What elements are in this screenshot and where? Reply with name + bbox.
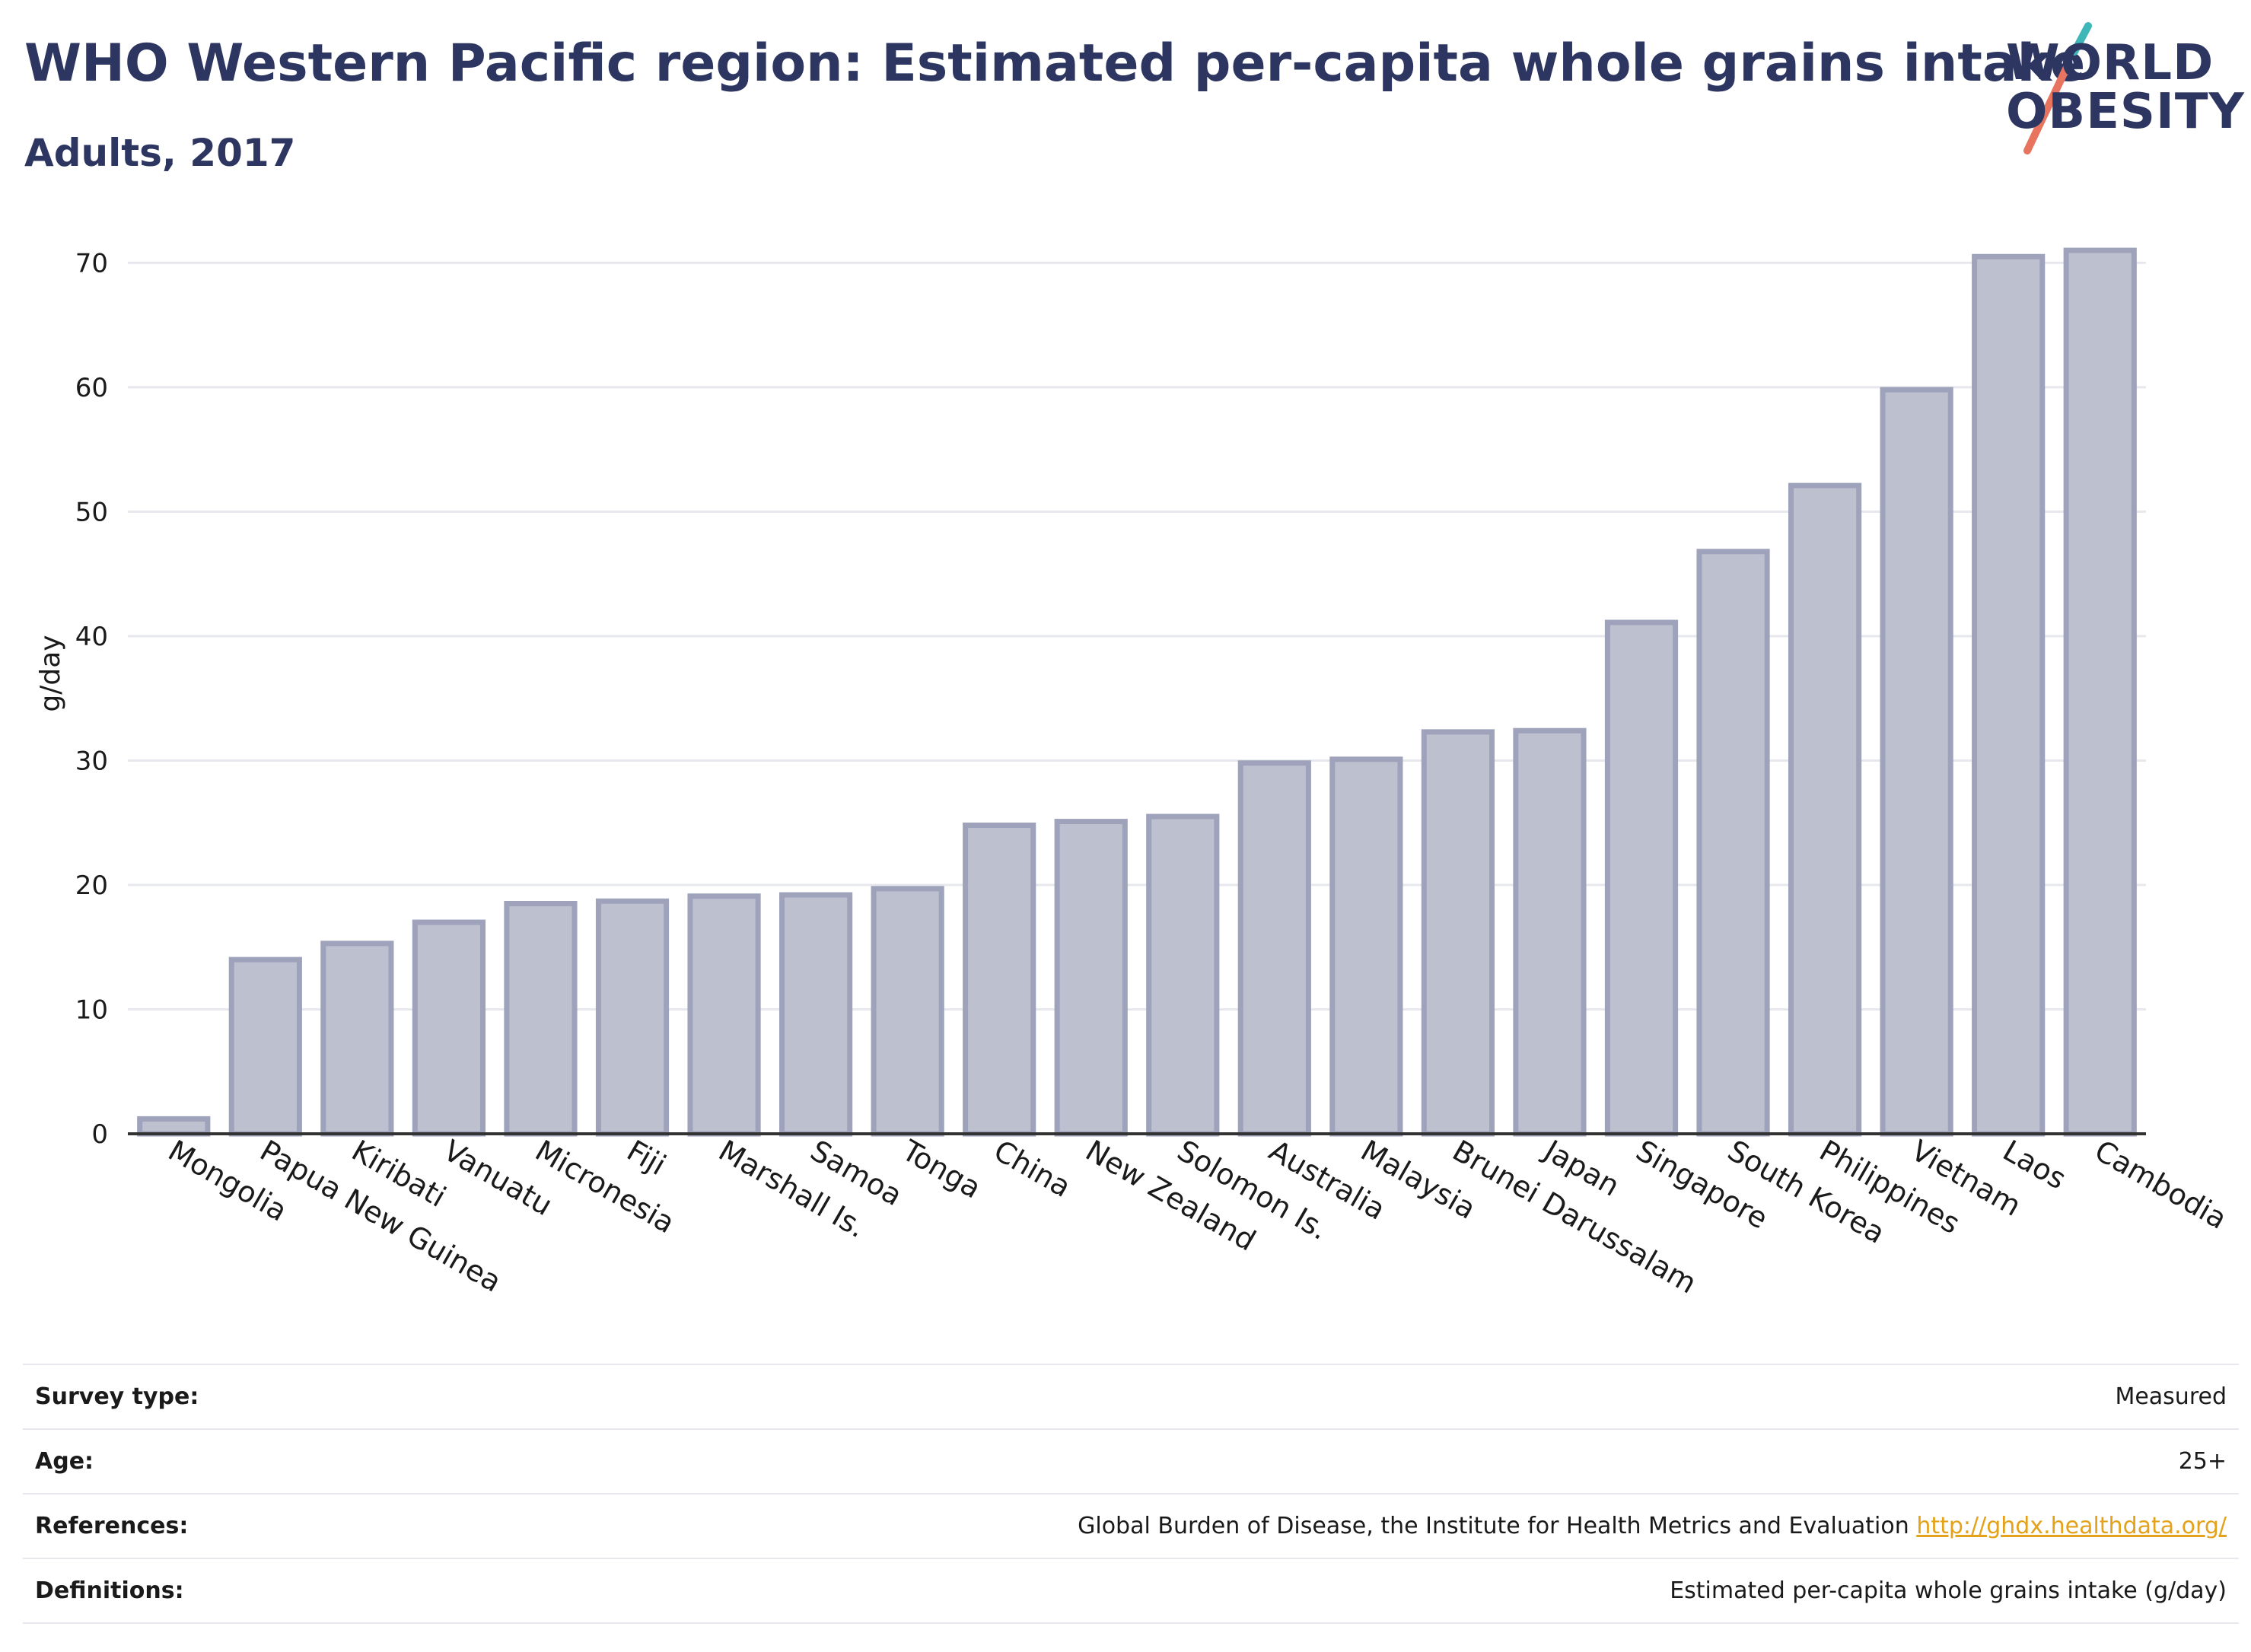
- meta-key-definitions: Definitions:: [35, 1577, 184, 1604]
- x-tick-label: Tonga: [896, 1133, 986, 1205]
- y-tick-label: 70: [75, 248, 108, 279]
- y-tick-label: 10: [75, 995, 108, 1025]
- y-axis-title: g/day: [35, 635, 66, 711]
- bar-australia: [1237, 760, 1311, 1137]
- bar-vanuatu: [412, 919, 486, 1137]
- logo-text-obesity: OBESITY: [2006, 84, 2245, 140]
- meta-row-survey-type: Survey type: Measured: [23, 1364, 2239, 1428]
- chart-subtitle: Adults, 2017: [24, 131, 296, 175]
- meta-key-references: References:: [35, 1513, 189, 1539]
- bar-japan: [1513, 727, 1587, 1137]
- bar-kiribati: [320, 941, 394, 1137]
- references-text: Global Burden of Disease, the Institute …: [1078, 1513, 1909, 1539]
- bar-vietnam: [1880, 387, 1953, 1137]
- bar-singapore: [1604, 619, 1679, 1137]
- bar-malaysia: [1329, 756, 1403, 1137]
- meta-row-definitions: Definitions: Estimated per-capita whole …: [23, 1558, 2239, 1624]
- bar-china: [963, 822, 1036, 1137]
- bar-new-zealand: [1054, 819, 1128, 1137]
- meta-key-age: Age:: [35, 1448, 94, 1475]
- bar-papua-new-guinea: [228, 957, 302, 1137]
- bar-samoa: [778, 892, 853, 1137]
- meta-key-survey-type: Survey type:: [35, 1383, 199, 1410]
- meta-value-age: 25+: [2178, 1448, 2227, 1475]
- bar-cambodia: [2063, 247, 2137, 1137]
- y-tick-label: 50: [75, 497, 108, 527]
- y-tick-label: 0: [91, 1119, 108, 1150]
- bar-south-korea: [1696, 549, 1770, 1137]
- metadata-table: Survey type: Measured Age: 25+ Reference…: [23, 1364, 2239, 1624]
- bar-marshall-is: [687, 893, 761, 1137]
- bar-brunei-darussalam: [1421, 729, 1495, 1137]
- y-tick-label: 60: [75, 373, 108, 403]
- bar-micronesia: [504, 901, 578, 1137]
- bar-solomon-is: [1146, 813, 1220, 1137]
- meta-value-definitions: Estimated per-capita whole grains intake…: [1670, 1577, 2227, 1604]
- meta-value-survey-type: Measured: [2115, 1383, 2227, 1410]
- bar-tonga: [871, 886, 944, 1137]
- bar-philippines: [1788, 482, 1862, 1137]
- logo-text-world: WORLD: [2006, 35, 2214, 91]
- references-link[interactable]: http://ghdx.healthdata.org/: [1916, 1513, 2227, 1539]
- x-tick-label: China: [989, 1134, 1077, 1204]
- world-obesity-logo: WORLD OBESITY: [1994, 21, 2244, 166]
- x-tick-label: Fiji: [622, 1134, 672, 1182]
- y-tick-label: 20: [75, 871, 108, 901]
- y-tick-label: 30: [75, 746, 108, 776]
- bar-fiji: [595, 898, 670, 1137]
- x-tick-label: Cambodia: [2089, 1134, 2232, 1236]
- meta-value-references: Global Burden of Disease, the Institute …: [1078, 1513, 2227, 1539]
- bar-mongolia: [137, 1116, 211, 1137]
- meta-row-age: Age: 25+: [23, 1428, 2239, 1493]
- logo-slash-icon: [2023, 22, 2092, 154]
- chart-title: WHO Western Pacific region: Estimated pe…: [24, 33, 2086, 94]
- bar-laos: [1972, 253, 2046, 1137]
- y-tick-label: 40: [75, 622, 108, 652]
- meta-row-references: References: Global Burden of Disease, th…: [23, 1493, 2239, 1558]
